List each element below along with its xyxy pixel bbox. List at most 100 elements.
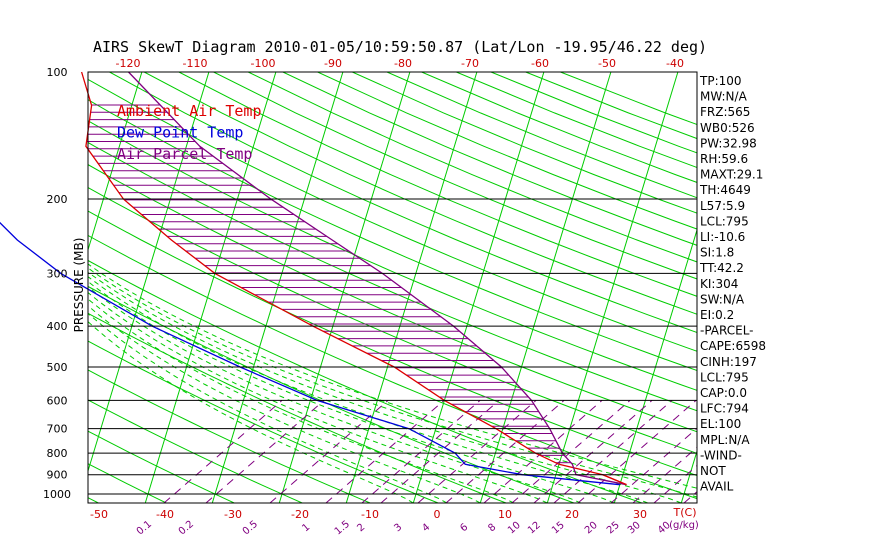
bottom-temp-tick-label: 10 — [498, 508, 512, 521]
isotherm-line — [748, 72, 870, 503]
index-label: MW:N/A — [700, 90, 748, 104]
ambient-air-temp-line — [80, 71, 627, 486]
index-label: CAP:0.0 — [700, 386, 747, 400]
dry-adiabat-line — [88, 164, 697, 433]
dry-adiabat-line — [88, 120, 697, 391]
dry-adiabat-line — [88, 78, 697, 352]
bottom-temp-tick-label: 20 — [565, 508, 579, 521]
pressure-tick-label: 100 — [47, 66, 68, 79]
mixing-ratio-label: 4 — [420, 522, 432, 535]
dry-adiabat-line — [88, 210, 697, 477]
dry-adiabat-line — [421, 72, 697, 183]
index-label: EI:0.2 — [700, 308, 734, 322]
index-label: EL:100 — [700, 417, 741, 431]
index-label: LFC:794 — [700, 402, 749, 416]
index-label: CAPE:6598 — [700, 339, 766, 353]
dry-adiabat-line — [213, 72, 697, 280]
mixing-ratio-unit-label: (g/kg) — [669, 520, 699, 531]
dry-adiabat-line — [178, 72, 697, 297]
index-label: L57:5.9 — [700, 199, 745, 213]
isotherm-line — [0, 72, 75, 503]
mixing-ratio-line — [417, 400, 537, 503]
legend-entry: Air Parcel Temp — [117, 145, 252, 163]
mixing-ratio-label: 0.5 — [241, 519, 260, 538]
isotherm-line — [479, 72, 612, 503]
top-temp-tick-label: -110 — [183, 57, 208, 70]
isotherm-line — [815, 72, 870, 503]
mixing-ratio-line — [361, 400, 481, 503]
mixing-ratio-line — [511, 400, 631, 503]
top-temp-tick-label: -70 — [461, 57, 479, 70]
moist-adiabat-line — [88, 312, 448, 503]
pressure-tick-label: 600 — [47, 394, 68, 407]
isotherm-line — [88, 72, 210, 473]
mixing-ratio-line — [483, 400, 603, 503]
mixing-ratio-label: 12 — [526, 520, 543, 537]
mixing-ratio-line — [553, 400, 673, 503]
dry-adiabat-line — [88, 99, 697, 372]
pressure-tick-label: 1000 — [43, 488, 71, 501]
dry-adiabat-line — [143, 72, 697, 315]
dry-adiabat-line — [88, 430, 235, 503]
dry-adiabat-line — [88, 369, 371, 503]
legend-entry: Ambient Air Temp — [117, 102, 262, 120]
mixing-ratio-label: 1 — [300, 522, 312, 535]
moist-adiabat-line — [88, 271, 682, 503]
mixing-ratio-label: 3 — [392, 522, 404, 535]
dry-adiabat-line — [88, 340, 439, 503]
mixing-ratio-line — [533, 400, 653, 503]
index-label: TP:100 — [699, 74, 742, 88]
pressure-tick-label: 900 — [47, 469, 68, 482]
chart-title: AIRS SkewT Diagram 2010-01-05/10:59:50.8… — [93, 38, 707, 56]
temp-unit-label: T(C) — [673, 506, 697, 519]
dry-adiabat-line — [88, 259, 643, 503]
bottom-temp-tick-label: -20 — [291, 508, 309, 521]
ambient-surface-segment — [602, 474, 627, 486]
mixing-ratio-label: 20 — [583, 520, 600, 537]
bottom-temp-tick-label: 0 — [434, 508, 441, 521]
mixing-ratio-label: 8 — [486, 522, 498, 535]
index-label: TH:4649 — [699, 183, 751, 197]
index-label: SI:1.8 — [700, 246, 734, 260]
index-label: LCL:795 — [700, 214, 749, 228]
mixing-ratio-label: 0.2 — [177, 519, 196, 538]
index-label: CINH:197 — [700, 355, 757, 369]
mixing-ratio-line — [163, 400, 283, 503]
plot-frame — [87, 71, 698, 504]
isotherm-line — [345, 72, 478, 503]
legend-entry: Dew Point Temp — [117, 124, 243, 142]
isotherm-line — [0, 72, 8, 503]
isotherm-line — [88, 72, 143, 252]
mixing-ratio-label: 0.1 — [135, 519, 154, 538]
mixing-ratio-label: 6 — [458, 522, 470, 535]
top-temp-tick-label: -60 — [531, 57, 549, 70]
pressure-tick-label: 200 — [47, 193, 68, 206]
mixing-ratio-label: 30 — [626, 520, 643, 537]
index-label: NOT — [700, 464, 726, 478]
dry-adiabat-line — [88, 285, 575, 503]
dry-adiabat-line — [88, 186, 697, 454]
isotherm-line — [546, 72, 679, 503]
dry-adiabat-line — [88, 463, 167, 503]
mixing-ratio-line — [325, 400, 445, 503]
top-temp-tick-label: -80 — [394, 57, 412, 70]
y-axis-label: PRESSURE (MB) — [72, 238, 86, 333]
index-label: WB0:526 — [700, 121, 755, 135]
mixing-ratio-line — [269, 400, 389, 503]
mixing-ratio-label: 1.5 — [333, 519, 352, 538]
bottom-temp-tick-label: -40 — [156, 508, 174, 521]
dry-adiabat-line — [109, 72, 697, 333]
top-temp-tick-label: -50 — [598, 57, 616, 70]
top-temp-tick-label: -100 — [251, 57, 276, 70]
pressure-tick-label: 400 — [47, 320, 68, 333]
index-label: LI:-10.6 — [700, 230, 745, 244]
bottom-temp-tick-label: 30 — [633, 508, 647, 521]
index-label: -PARCEL- — [700, 324, 754, 338]
index-label: FRZ:565 — [700, 105, 750, 119]
bottom-temp-tick-label: -30 — [224, 508, 242, 521]
moist-adiabat-line — [88, 276, 648, 503]
dry-adiabat-line — [456, 72, 697, 169]
top-temp-tick-label: -120 — [116, 57, 141, 70]
mixing-ratio-line — [445, 400, 565, 503]
